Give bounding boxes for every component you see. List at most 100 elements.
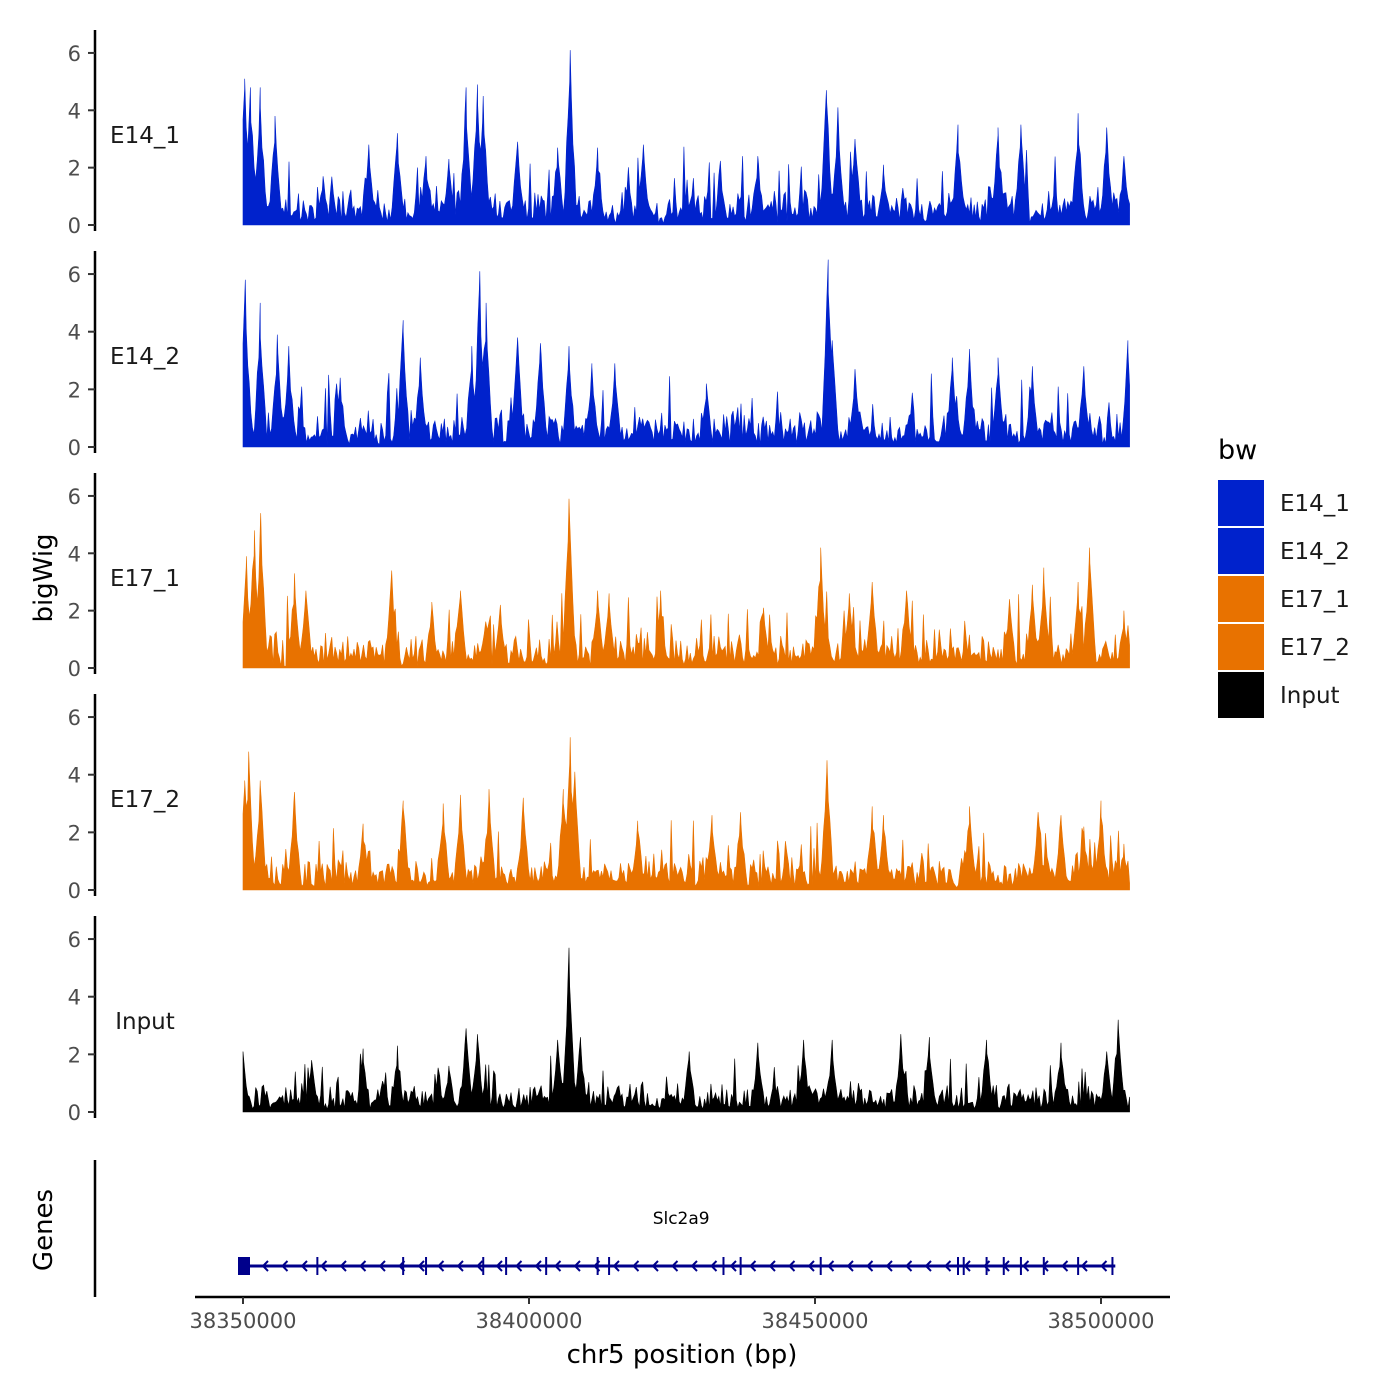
- strand-arrow: [573, 1260, 581, 1272]
- x-tick-label: 38500000: [1048, 1309, 1155, 1333]
- strand-arrow: [359, 1260, 367, 1272]
- gene-exon: [1111, 1257, 1114, 1275]
- strand-arrow: [1100, 1260, 1108, 1272]
- strand-arrow: [924, 1260, 932, 1272]
- strand-arrow: [905, 1260, 913, 1272]
- track-label: E17_2: [110, 787, 180, 813]
- track-e14-2: 0 2 4 6 E14_2: [68, 251, 1130, 460]
- y-tick-label: 2: [68, 157, 81, 181]
- gene-exon: [739, 1257, 742, 1275]
- legend-label: E17_2: [1280, 635, 1350, 661]
- strand-arrow: [749, 1260, 757, 1272]
- y-axis-title: bigWig: [29, 533, 59, 622]
- strand-arrow: [437, 1260, 445, 1272]
- legend-label: Input: [1280, 683, 1340, 709]
- gene-exon: [819, 1257, 822, 1275]
- legend-label: E14_2: [1280, 539, 1350, 565]
- y-tick-label: 4: [68, 321, 81, 345]
- y-tick-label: 6: [68, 42, 81, 66]
- gene-exon: [425, 1257, 428, 1275]
- gene-exon: [1042, 1257, 1045, 1275]
- track-label: E14_1: [110, 123, 180, 149]
- gene-exon: [608, 1257, 611, 1275]
- strand-arrow: [476, 1260, 484, 1272]
- strand-arrow: [788, 1260, 796, 1272]
- legend-label: E17_1: [1280, 587, 1350, 613]
- y-tick-label: 6: [68, 706, 81, 730]
- strand-arrow: [534, 1260, 542, 1272]
- y-tick-label: 2: [68, 378, 81, 402]
- strand-arrow: [378, 1260, 386, 1272]
- track-label: E17_1: [110, 566, 180, 592]
- gene-exon: [402, 1257, 405, 1275]
- strand-arrow: [768, 1260, 776, 1272]
- strand-arrow: [729, 1260, 737, 1272]
- signal-area-e17-2: [242, 737, 1130, 891]
- gene-exon: [962, 1257, 965, 1275]
- gene-exon: [985, 1257, 988, 1275]
- strand-arrow: [632, 1260, 640, 1272]
- strand-arrow: [885, 1260, 893, 1272]
- y-tick-label: 0: [68, 436, 81, 460]
- strand-arrow: [827, 1260, 835, 1272]
- signal-area-e14-1: [242, 50, 1130, 226]
- signal-tracks: 0 2 4 6 E14_1 0 2 4 6 E14_2 0 2 4 6 E17_1 0 2 4 6 E17_2 0 2 4 6…: [68, 30, 1130, 1125]
- x-axis: 38350000 38400000 38450000 38500000: [190, 1295, 1170, 1333]
- gene-track: Slc2a9: [93, 1160, 1116, 1297]
- x-tick-label: 38350000: [190, 1309, 297, 1333]
- strand-arrow: [651, 1260, 659, 1272]
- y-tick-label: 6: [68, 928, 81, 952]
- strand-arrow: [554, 1260, 562, 1272]
- strand-arrow: [456, 1260, 464, 1272]
- track-label: Input: [115, 1009, 175, 1035]
- legend: bw E14_1 E14_2 E17_1 E17_2 Input: [1218, 435, 1350, 718]
- y-tick-label: 2: [68, 1043, 81, 1067]
- strand-arrow: [846, 1260, 854, 1272]
- strand-arrow: [320, 1260, 328, 1272]
- gene-slc2a9: Slc2a9: [238, 1209, 1116, 1275]
- track-e17-1: 0 2 4 6 E17_1: [68, 473, 1130, 681]
- y-tick-label: 6: [68, 263, 81, 287]
- legend-swatch-e17-1: [1218, 576, 1264, 622]
- signal-area-input: [242, 947, 1130, 1113]
- gene-exon: [505, 1257, 508, 1275]
- strand-arrow: [495, 1260, 503, 1272]
- gene-label: Slc2a9: [653, 1209, 710, 1229]
- strand-arrow: [339, 1260, 347, 1272]
- track-e14-1: 0 2 4 6 E14_1: [68, 30, 1130, 238]
- y-tick-label: 0: [68, 657, 81, 681]
- y-tick-label: 4: [68, 99, 81, 123]
- strand-arrow: [944, 1260, 952, 1272]
- gene-exon: [316, 1257, 319, 1275]
- y-tick-label: 0: [68, 1101, 81, 1125]
- y-tick-label: 0: [68, 214, 81, 238]
- legend-swatch-e14-1: [1218, 480, 1264, 526]
- strand-arrow: [1061, 1260, 1069, 1272]
- legend-label: E14_1: [1280, 491, 1350, 517]
- strand-arrow: [710, 1260, 718, 1272]
- strand-arrow: [612, 1260, 620, 1272]
- strand-arrow: [515, 1260, 523, 1272]
- strand-arrow: [300, 1260, 308, 1272]
- track-input: 0 2 4 6 Input: [68, 916, 1130, 1125]
- gene-exon: [596, 1257, 599, 1275]
- strand-arrow: [417, 1260, 425, 1272]
- y-tick-label: 4: [68, 986, 81, 1010]
- legend-swatch-input: [1218, 672, 1264, 718]
- strand-arrow: [690, 1260, 698, 1272]
- track-label: E14_2: [110, 344, 180, 370]
- strand-arrow: [963, 1260, 971, 1272]
- strand-arrow: [983, 1260, 991, 1272]
- strand-arrow: [866, 1260, 874, 1272]
- track-e17-2: 0 2 4 6 E17_2: [68, 694, 1130, 903]
- gene-exon: [238, 1257, 250, 1275]
- y-tick-label: 4: [68, 764, 81, 788]
- strand-arrow: [671, 1260, 679, 1272]
- strand-arrow: [261, 1260, 269, 1272]
- y-tick-label: 2: [68, 821, 81, 845]
- gene-exon: [722, 1257, 725, 1275]
- gene-exon: [545, 1257, 548, 1275]
- gene-exon: [1077, 1257, 1080, 1275]
- genes-axis-title: Genes: [29, 1189, 59, 1271]
